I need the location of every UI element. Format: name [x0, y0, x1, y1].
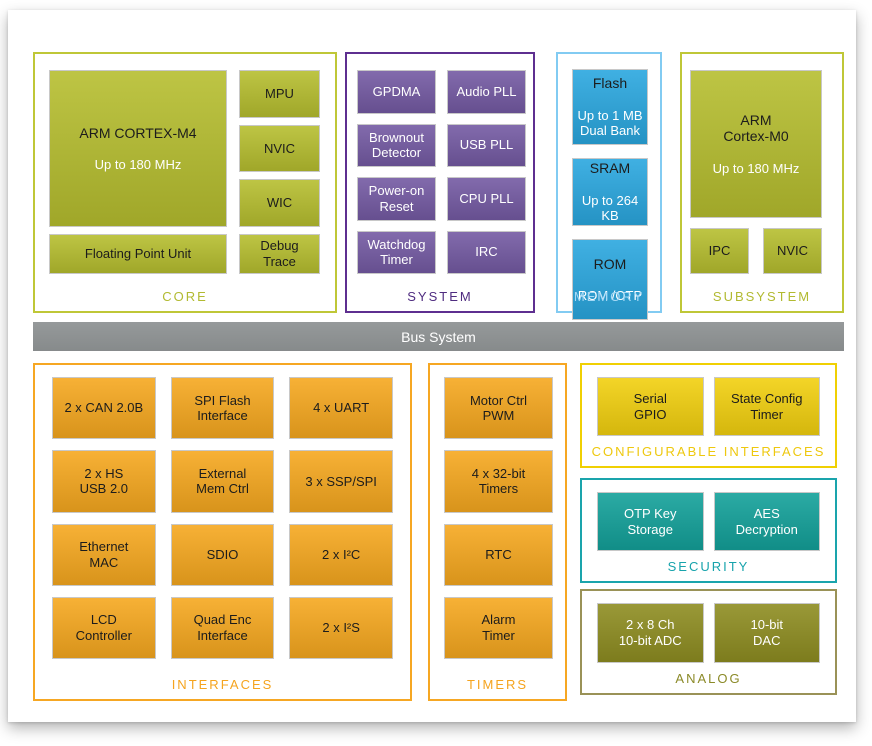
- system-content: GPDMA Audio PLL Brownout Detector USB PL…: [357, 70, 526, 274]
- block-aes-decryption: AES Decryption: [713, 492, 820, 551]
- block-serial-gpio: Serial GPIO: [597, 377, 704, 436]
- block-sram-title: SRAM: [589, 160, 631, 177]
- section-analog: 2 x 8 Ch 10-bit ADC 10-bit DAC ANALOG: [580, 589, 837, 695]
- block-sdio: SDIO: [170, 523, 275, 586]
- section-label-timers: TIMERS: [466, 677, 529, 692]
- block-state-config-timer: State Config Timer: [713, 377, 820, 436]
- block-uart: 4 x UART: [289, 377, 393, 440]
- block-flash-title: Flash: [592, 75, 628, 92]
- block-ethernet-mac: Ethernet MAC: [52, 523, 156, 586]
- block-rtc: RTC: [444, 523, 553, 586]
- block-arm-cortex-m4-title: ARM CORTEX-M4: [79, 124, 197, 141]
- section-subsystem: ARM Cortex-M0 Up to 180 MHz IPC NVIC SUB…: [680, 52, 844, 313]
- section-label-core: CORE: [162, 289, 208, 304]
- block-motor-ctrl-pwm: Motor Ctrl PWM: [444, 377, 553, 440]
- block-flash-subtitle: Up to 1 MB Dual Bank: [577, 107, 643, 139]
- block-dac: 10-bit DAC: [713, 603, 820, 663]
- section-security: OTP Key Storage AES Decryption SECURITY: [580, 478, 837, 583]
- section-system: GPDMA Audio PLL Brownout Detector USB PL…: [345, 52, 535, 313]
- block-external-mem-ctrl: External Mem Ctrl: [170, 450, 275, 513]
- block-rom-title: ROM: [593, 255, 627, 272]
- block-arm-cortex-m4-subtitle: Up to 180 MHz: [94, 156, 182, 172]
- block-otp-key-storage: OTP Key Storage: [597, 492, 704, 551]
- block-i2s: 2 x I²S: [289, 596, 393, 659]
- section-timers: Motor Ctrl PWM 4 x 32-bit Timers RTC Ala…: [428, 363, 567, 701]
- block-brownout-detector: Brownout Detector: [357, 123, 436, 167]
- block-debug-trace: Debug Trace: [239, 234, 320, 274]
- section-label-interfaces: INTERFACES: [171, 677, 274, 692]
- block-floating-point-unit: Floating Point Unit: [49, 234, 227, 274]
- block-cpu-pll: CPU PLL: [447, 177, 526, 221]
- section-label-configurable-interfaces: CONFIGURABLE INTERFACES: [591, 444, 826, 459]
- block-nvic: NVIC: [239, 124, 320, 173]
- block-rom-subtitle: ROM /OTP: [577, 287, 643, 303]
- block-watchdog-timer: Watchdog Timer: [357, 230, 436, 274]
- section-configurable-interfaces: Serial GPIO State Config Timer CONFIGURA…: [580, 363, 837, 468]
- block-sram-subtitle: Up to 264 KB: [581, 192, 639, 224]
- block-ipc: IPC: [690, 228, 749, 274]
- block-lcd-controller: LCD Controller: [52, 596, 156, 659]
- section-label-analog: ANALOG: [675, 671, 742, 686]
- memory-content: Flash Up to 1 MB Dual Bank SRAM Up to 26…: [572, 69, 648, 321]
- block-arm-cortex-m4: ARM CORTEX-M4 Up to 180 MHz: [49, 70, 227, 227]
- section-label-subsystem: SUBSYSTEM: [712, 289, 812, 304]
- section-label-system: SYSTEM: [407, 289, 473, 304]
- block-arm-cortex-m0-subtitle: Up to 180 MHz: [712, 160, 800, 176]
- block-arm-cortex-m0-title: ARM Cortex-M0: [723, 111, 789, 145]
- configurable-content: Serial GPIO State Config Timer: [597, 377, 820, 436]
- block-can: 2 x CAN 2.0B: [52, 377, 156, 440]
- analog-content: 2 x 8 Ch 10-bit ADC 10-bit DAC: [597, 603, 820, 663]
- core-content: ARM CORTEX-M4 Up to 180 MHz MPU NVIC WIC…: [49, 70, 320, 274]
- timers-content: Motor Ctrl PWM 4 x 32-bit Timers RTC Ala…: [444, 377, 553, 659]
- block-flash: Flash Up to 1 MB Dual Bank: [572, 69, 648, 145]
- block-spi-flash-interface: SPI Flash Interface: [170, 377, 275, 440]
- block-wic: WIC: [239, 179, 320, 227]
- section-core: ARM CORTEX-M4 Up to 180 MHz MPU NVIC WIC…: [33, 52, 337, 313]
- block-power-on-reset: Power-on Reset: [357, 177, 436, 221]
- block-irc: IRC: [447, 230, 526, 274]
- section-memory: Flash Up to 1 MB Dual Bank SRAM Up to 26…: [556, 52, 662, 321]
- block-alarm-timer: Alarm Timer: [444, 596, 553, 659]
- block-usb-pll: USB PLL: [447, 123, 526, 167]
- block-32bit-timers: 4 x 32-bit Timers: [444, 450, 553, 513]
- section-interfaces: 2 x CAN 2.0B SPI Flash Interface 4 x UAR…: [33, 363, 412, 701]
- block-gpdma: GPDMA: [357, 70, 436, 114]
- section-label-memory: MEMORY: [573, 289, 645, 304]
- security-content: OTP Key Storage AES Decryption: [597, 492, 820, 551]
- section-label-security: SECURITY: [667, 559, 750, 574]
- block-hs-usb: 2 x HS USB 2.0: [52, 450, 156, 513]
- block-i2c: 2 x I²C: [289, 523, 393, 586]
- interfaces-content: 2 x CAN 2.0B SPI Flash Interface 4 x UAR…: [52, 377, 393, 659]
- block-ssp-spi: 3 x SSP/SPI: [289, 450, 393, 513]
- block-subsystem-nvic: NVIC: [763, 228, 822, 274]
- block-rom: ROM ROM /OTP: [572, 239, 648, 321]
- bus-system-bar: Bus System: [33, 322, 844, 351]
- block-arm-cortex-m0: ARM Cortex-M0 Up to 180 MHz: [690, 70, 822, 218]
- block-quad-enc-interface: Quad Enc Interface: [170, 596, 275, 659]
- block-adc: 2 x 8 Ch 10-bit ADC: [597, 603, 704, 663]
- block-mpu: MPU: [239, 70, 320, 118]
- diagram-card: ARM CORTEX-M4 Up to 180 MHz MPU NVIC WIC…: [8, 10, 856, 722]
- block-audio-pll: Audio PLL: [447, 70, 526, 114]
- subsystem-content: ARM Cortex-M0 Up to 180 MHz IPC NVIC: [690, 70, 822, 274]
- block-sram: SRAM Up to 264 KB: [572, 158, 648, 226]
